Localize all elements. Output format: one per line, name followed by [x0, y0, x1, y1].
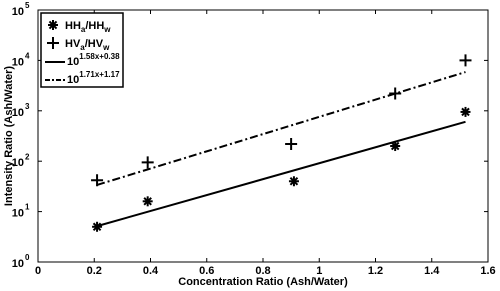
y-axis-label: Intensity Ratio (Ash/Water) [3, 66, 15, 206]
y-tick-label: 10 [12, 107, 24, 119]
y-tick-exponent: 3 [25, 102, 30, 111]
y-tick-label: 10 [12, 258, 24, 270]
x-tick-label: 0.8 [255, 265, 270, 277]
y-tick-exponent: 0 [25, 253, 30, 262]
fit-line [96, 71, 466, 186]
data-point [288, 176, 299, 187]
x-tick-label: 1.4 [424, 265, 440, 277]
x-tick-label: 0.6 [199, 265, 214, 277]
y-tick-label: 10 [12, 157, 24, 169]
y-tick-base: 10 [12, 258, 24, 270]
x-tick-label: 1 [316, 265, 322, 277]
legend-label-part: a [81, 25, 86, 34]
data-point [92, 221, 103, 232]
y-tick-label: 10 [12, 208, 24, 220]
marker-stroke [48, 20, 58, 30]
x-tick-label: 0.2 [87, 265, 102, 277]
marker-stroke [143, 197, 152, 206]
y-tick-label: 10 [12, 56, 24, 68]
y-tick-base: 10 [12, 208, 24, 220]
fit-line [96, 120, 466, 228]
marker-stroke [285, 137, 298, 150]
y-tick-exponent: 2 [25, 152, 30, 161]
marker-stroke [92, 222, 102, 232]
marker-stroke [461, 107, 470, 117]
legend-label-part: HH [65, 20, 81, 32]
legend-label: HVa/HVw [65, 38, 110, 52]
legend-label-part: w [102, 43, 110, 52]
x-tick-label: 1.2 [368, 265, 383, 277]
legend-symbol [48, 20, 58, 30]
marker-stroke [459, 54, 472, 67]
legend-label-part: /HH [85, 20, 104, 32]
y-tick-exponent: 5 [25, 1, 30, 10]
data-point [459, 54, 472, 67]
legend-label-part: w [103, 25, 111, 34]
legend-label-part: 10 [67, 74, 79, 86]
marker-stroke [390, 141, 400, 151]
marker-stroke [47, 37, 59, 49]
y-tick-exponent: 4 [25, 52, 30, 61]
y-tick-base: 10 [12, 6, 24, 18]
legend-label-part: 1.71x+1.17 [79, 70, 120, 79]
x-tick-label: 0 [35, 265, 41, 277]
legend-label-part: a [80, 43, 85, 52]
x-tick-label: 0.4 [143, 265, 159, 277]
legend-symbol [47, 37, 59, 49]
marker-stroke [289, 177, 299, 186]
legend-label-part: /HV [85, 38, 104, 50]
data-point [460, 106, 471, 117]
y-tick-base: 10 [12, 157, 24, 169]
legend-label: 101.71x+1.17 [67, 70, 120, 86]
legend-label-part: HV [65, 38, 81, 50]
marker-stroke [141, 156, 154, 169]
y-tick-exponent: 1 [25, 203, 30, 212]
y-tick-label: 10 [12, 6, 24, 18]
legend-label-part: 10 [67, 56, 79, 68]
data-point [285, 137, 298, 150]
data-point [141, 156, 154, 169]
x-axis-label: Concentration Ratio (Ash/Water) [178, 276, 348, 288]
legend-label: 101.58x+0.38 [67, 52, 120, 68]
x-tick-label: 1.6 [480, 265, 495, 277]
y-tick-base: 10 [12, 56, 24, 68]
data-point [142, 196, 153, 207]
y-tick-base: 10 [12, 107, 24, 119]
legend-label-part: 1.58x+0.38 [79, 52, 120, 61]
legend-label: HHa/HHw [65, 20, 111, 34]
